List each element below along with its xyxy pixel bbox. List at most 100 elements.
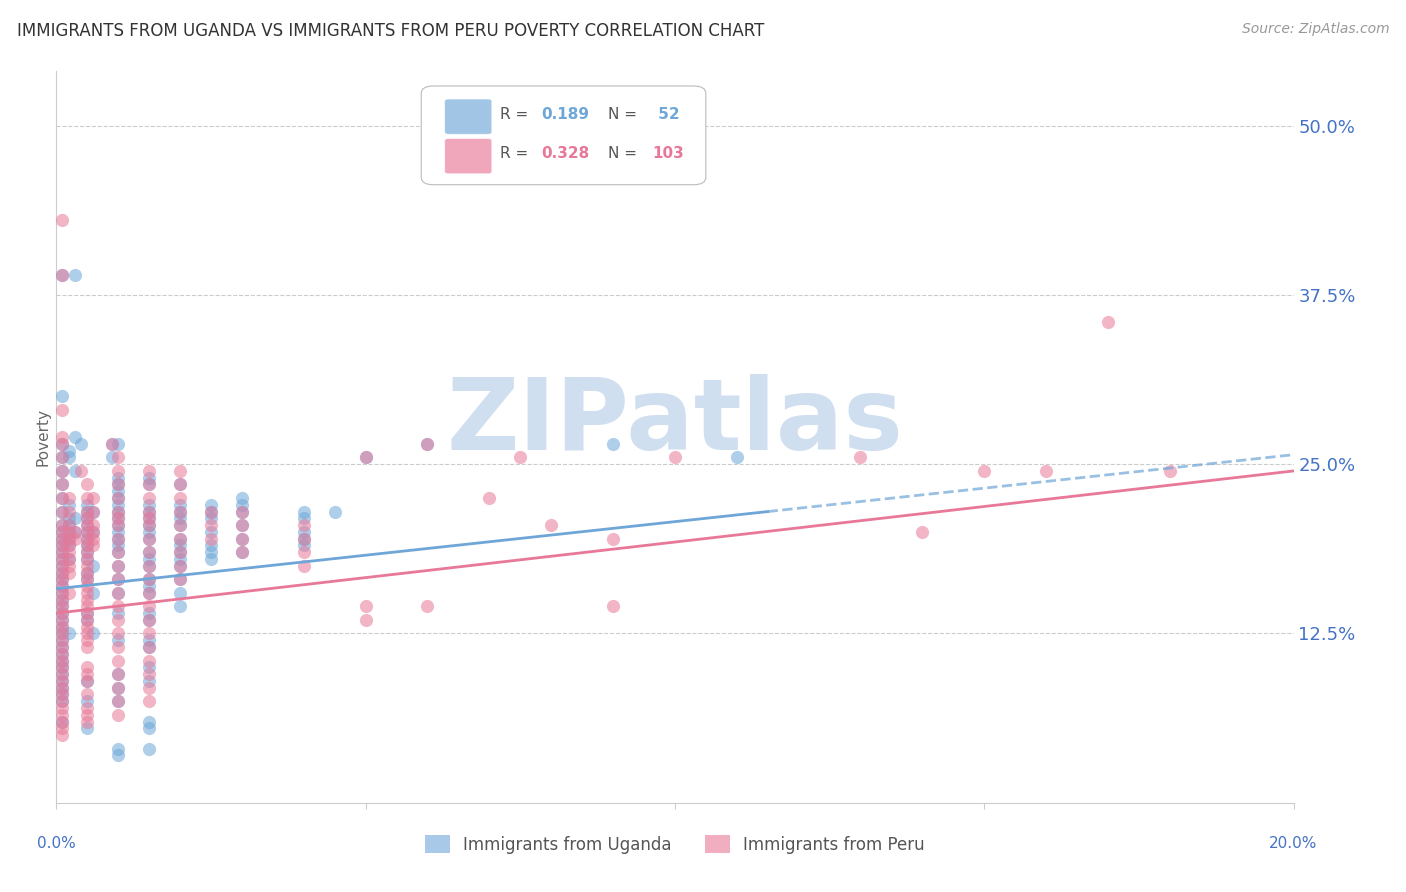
- Point: [51, 681, 73, 695]
- Point: [58, 491, 80, 505]
- Point: [51, 566, 73, 580]
- Point: [51, 572, 73, 586]
- Point: [76, 566, 98, 580]
- Point: [292, 532, 315, 546]
- Point: [107, 667, 129, 681]
- Point: [51, 524, 73, 539]
- Point: [138, 640, 160, 654]
- Point: [51, 592, 73, 607]
- Point: [138, 518, 160, 533]
- Point: [416, 437, 439, 451]
- Point: [138, 613, 160, 627]
- Point: [51, 694, 73, 708]
- Point: [107, 741, 129, 756]
- Point: [51, 579, 73, 593]
- Point: [76, 491, 98, 505]
- Point: [138, 586, 160, 600]
- FancyBboxPatch shape: [444, 99, 492, 134]
- Point: [107, 545, 129, 559]
- Point: [169, 511, 191, 525]
- Point: [138, 714, 160, 729]
- Point: [51, 606, 73, 620]
- Point: [76, 524, 98, 539]
- Point: [51, 524, 73, 539]
- Point: [51, 688, 73, 702]
- Point: [292, 532, 315, 546]
- Point: [509, 450, 531, 465]
- Text: IMMIGRANTS FROM UGANDA VS IMMIGRANTS FROM PERU POVERTY CORRELATION CHART: IMMIGRANTS FROM UGANDA VS IMMIGRANTS FRO…: [17, 22, 765, 40]
- Point: [76, 566, 98, 580]
- Point: [664, 450, 686, 465]
- Point: [107, 694, 129, 708]
- Point: [292, 538, 315, 552]
- Point: [51, 647, 73, 661]
- Point: [138, 586, 160, 600]
- Text: N =: N =: [607, 146, 643, 161]
- Point: [138, 606, 160, 620]
- Point: [82, 524, 104, 539]
- Point: [292, 545, 315, 559]
- Point: [51, 437, 73, 451]
- Point: [76, 545, 98, 559]
- Point: [416, 437, 439, 451]
- Point: [58, 538, 80, 552]
- Point: [169, 477, 191, 491]
- Point: [231, 518, 253, 533]
- Point: [76, 701, 98, 715]
- Point: [292, 511, 315, 525]
- Point: [51, 667, 73, 681]
- Point: [138, 558, 160, 573]
- Point: [138, 673, 160, 688]
- Point: [107, 586, 129, 600]
- Point: [169, 532, 191, 546]
- Point: [200, 505, 222, 519]
- Text: 52: 52: [652, 107, 679, 122]
- Point: [138, 532, 160, 546]
- Point: [107, 518, 129, 533]
- Legend: Immigrants from Uganda, Immigrants from Peru: Immigrants from Uganda, Immigrants from …: [418, 829, 932, 860]
- Point: [107, 572, 129, 586]
- Point: [101, 450, 124, 465]
- Point: [51, 660, 73, 674]
- Point: [107, 707, 129, 722]
- Point: [292, 558, 315, 573]
- Text: ZIPatlas: ZIPatlas: [447, 374, 903, 471]
- Point: [169, 491, 191, 505]
- Point: [51, 518, 73, 533]
- Point: [138, 572, 160, 586]
- Point: [169, 498, 191, 512]
- Point: [169, 586, 191, 600]
- Point: [138, 633, 160, 648]
- Point: [107, 518, 129, 533]
- Point: [76, 626, 98, 640]
- Point: [51, 430, 73, 444]
- Point: [138, 626, 160, 640]
- Point: [82, 505, 104, 519]
- Point: [58, 518, 80, 533]
- Point: [51, 654, 73, 668]
- Point: [82, 524, 104, 539]
- Point: [63, 524, 86, 539]
- Point: [107, 748, 129, 763]
- Point: [138, 545, 160, 559]
- Point: [76, 694, 98, 708]
- Point: [51, 592, 73, 607]
- Point: [138, 694, 160, 708]
- Point: [51, 626, 73, 640]
- Point: [354, 613, 377, 627]
- Point: [51, 707, 73, 722]
- Point: [169, 505, 191, 519]
- Point: [51, 660, 73, 674]
- Point: [51, 599, 73, 614]
- Point: [231, 491, 253, 505]
- Point: [51, 464, 73, 478]
- Point: [51, 606, 73, 620]
- Point: [76, 552, 98, 566]
- Point: [107, 558, 129, 573]
- Point: [51, 633, 73, 648]
- Point: [169, 558, 191, 573]
- Point: [76, 688, 98, 702]
- Point: [107, 464, 129, 478]
- Point: [107, 667, 129, 681]
- Point: [82, 586, 104, 600]
